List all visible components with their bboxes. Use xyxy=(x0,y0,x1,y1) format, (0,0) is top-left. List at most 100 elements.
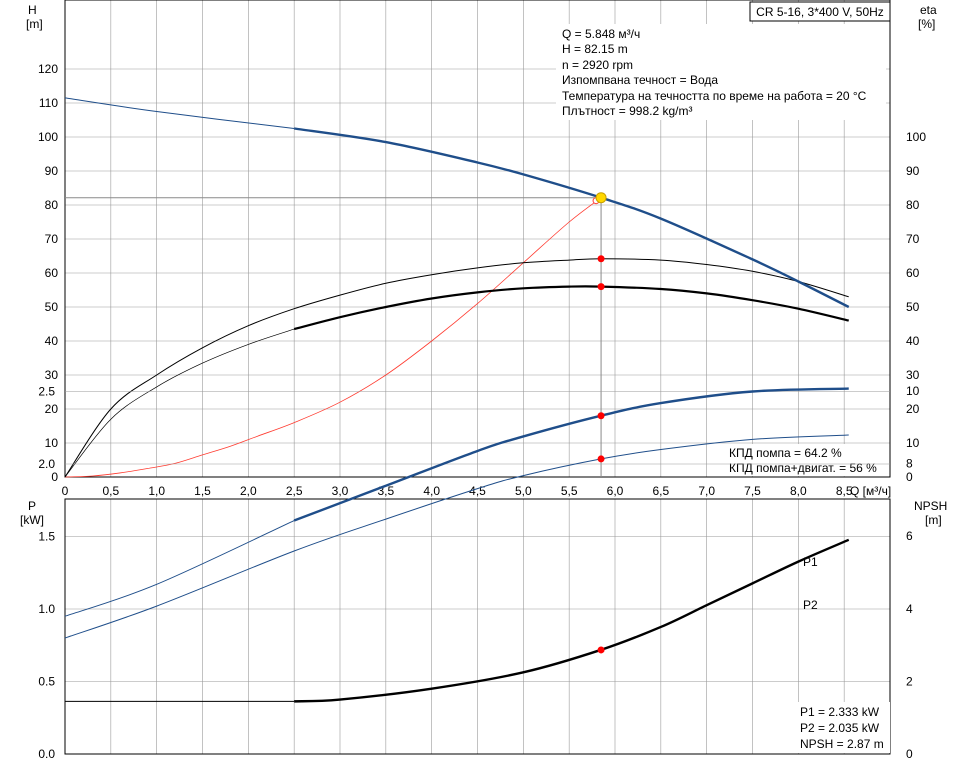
x-tick-label: 2,0 xyxy=(240,484,257,498)
x-axis-label: Q [м³/ч] xyxy=(850,484,891,498)
duty-point-marker xyxy=(595,192,607,204)
top-chart: CR 5-16, 3*400 V, 50Hz H [m] eta [%] Q [… xyxy=(26,0,937,498)
y-right-tick-label: 6 xyxy=(906,529,913,543)
info-q: Q = 5.848 м³/ч xyxy=(562,27,640,41)
eff-marker xyxy=(597,283,605,291)
y-right-tick-label: 10 xyxy=(906,436,920,450)
y-left-tick-label: 100 xyxy=(38,130,58,144)
x-tick-label: 1,5 xyxy=(194,484,211,498)
y-right-label-npsh: NPSH xyxy=(914,499,947,513)
y-right-tick-label: 20 xyxy=(906,402,920,416)
x-tick-label: 4,0 xyxy=(423,484,440,498)
p2-text: P2 = 2.035 kW xyxy=(800,721,880,735)
curve-red-thin xyxy=(64,197,602,478)
y-right-tick-label: 50 xyxy=(906,300,920,314)
x-tick-label: 3,0 xyxy=(332,484,349,498)
eff-box-bg xyxy=(725,444,885,476)
x-tick-label: 7,5 xyxy=(744,484,761,498)
curve-head xyxy=(293,127,850,309)
power-marker xyxy=(597,455,605,463)
y-left-tick-label: 50 xyxy=(45,300,59,314)
y-right-tick-label: 4 xyxy=(906,602,913,616)
y-left-tick-label: 60 xyxy=(45,266,59,280)
bottom-plot-frame xyxy=(64,498,891,755)
y-left-tick-label: 70 xyxy=(45,232,59,246)
y-left-tick-label: 80 xyxy=(45,198,59,212)
info-density: Плътност = 998.2 kg/m³ xyxy=(562,104,692,118)
top-plot-frame xyxy=(64,0,891,478)
info-liquid: Изпомпвана течност = Вода xyxy=(562,73,718,87)
curve-eta-pump-thin xyxy=(64,258,849,478)
y-left-tick-label: 0.5 xyxy=(38,675,55,689)
info-temp: Температура на течността по време на раб… xyxy=(562,89,867,103)
curve-npsh xyxy=(294,538,850,703)
power-box-bg xyxy=(795,702,890,753)
y-left-tick-label: 40 xyxy=(45,334,59,348)
y-right-tick-label: 100 xyxy=(906,130,926,144)
y-right-tick-label: 40 xyxy=(906,334,920,348)
y-left-tick-label: 1.5 xyxy=(38,530,55,544)
y-left-label-h: H xyxy=(28,3,37,17)
info-box-bg xyxy=(556,24,886,120)
x-tick-label: 8,5 xyxy=(836,484,853,498)
y-left-tick-label: 0.0 xyxy=(38,747,55,761)
y-left-tick-label: 2.5 xyxy=(38,385,55,399)
y-right-tick-label: 70 xyxy=(906,232,920,246)
series-label-p2: P2 xyxy=(803,598,818,612)
x-tick-label: 7,0 xyxy=(698,484,715,498)
y-left-tick-label: 2.0 xyxy=(38,457,55,471)
y-left-tick-label: 20 xyxy=(45,402,59,416)
y-left-tick-label: 110 xyxy=(39,96,58,110)
y-right-tick-label: 30 xyxy=(906,368,920,382)
eff-marker xyxy=(597,255,605,263)
eff-pump-text: КПД помпа = 64.2 % xyxy=(729,446,842,460)
y-left-tick-label: 10 xyxy=(45,436,59,450)
x-tick-label: 6,0 xyxy=(607,484,624,498)
y-right-tick-label: 8 xyxy=(906,457,913,471)
eff-total-text: КПД помпа+двигат. = 56 % xyxy=(729,461,877,475)
x-tick-label: 0 xyxy=(62,484,69,498)
y-left-tick-label: 90 xyxy=(45,164,59,178)
x-tick-label: 5,5 xyxy=(561,484,578,498)
info-n: n = 2920 rpm xyxy=(562,58,633,72)
x-tick-label: 5,0 xyxy=(515,484,532,498)
y-left-unit-p: [kW] xyxy=(20,513,44,527)
x-tick-label: 2,5 xyxy=(286,484,303,498)
curve-head-thin xyxy=(64,97,295,129)
chart-title: CR 5-16, 3*400 V, 50Hz xyxy=(756,5,884,19)
y-right-tick-label: 60 xyxy=(906,266,920,280)
y-left-tick-label: 30 xyxy=(45,368,59,382)
y-right-unit-npsh: [m] xyxy=(925,513,942,527)
npsh-text: NPSH = 2.87 m xyxy=(800,737,884,751)
y-left-tick-label: 0 xyxy=(51,470,58,484)
y-right-tick-label: 80 xyxy=(906,198,920,212)
y-left-tick-label: 120 xyxy=(38,62,58,76)
curve-eta-total-thin xyxy=(64,328,295,478)
y-left-tick-label: 1.0 xyxy=(38,602,55,616)
y-right-label-eta: eta xyxy=(920,3,937,17)
y-right-unit-eta: [%] xyxy=(918,17,935,31)
top-grid xyxy=(64,0,891,478)
x-tick-label: 6,5 xyxy=(652,484,669,498)
y-right-tick-label: 90 xyxy=(906,164,920,178)
info-h: H = 82.15 m xyxy=(562,42,628,56)
curve-p1 xyxy=(293,387,849,522)
power-marker xyxy=(597,646,605,654)
curve-p2-thin xyxy=(64,434,849,639)
title-box xyxy=(749,1,891,22)
y-left-label-p: P xyxy=(28,499,36,513)
info-box: Q = 5.848 м³/ч H = 82.15 m n = 2920 rpm … xyxy=(562,27,867,118)
bottom-chart: P [kW] NPSH [m] P1 P2 P1 = 2.333 kW P2 =… xyxy=(20,384,947,761)
y-right-tick-label: 0 xyxy=(906,747,913,761)
x-tick-label: 8,0 xyxy=(790,484,807,498)
y-left-unit-h: [m] xyxy=(26,17,43,31)
power-marker xyxy=(597,412,605,420)
y-right-tick-label: 10 xyxy=(906,384,920,398)
curve-p1-thin xyxy=(64,520,295,617)
x-tick-label: 1,0 xyxy=(148,484,165,498)
y-right-tick-label: 0 xyxy=(906,470,913,484)
curve-eta-total xyxy=(293,285,850,331)
p1-text: P1 = 2.333 kW xyxy=(800,705,880,719)
x-tick-label: 0,5 xyxy=(102,484,119,498)
